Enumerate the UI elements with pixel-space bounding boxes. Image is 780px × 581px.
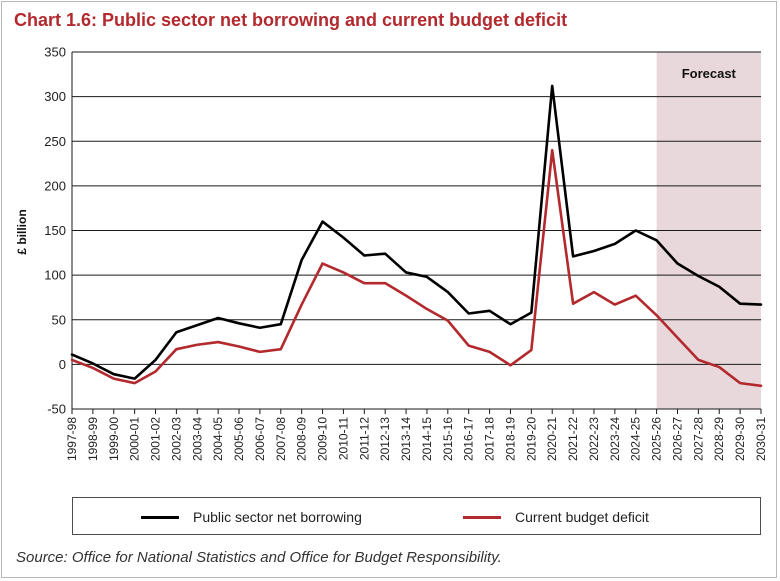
x-tick-label: 2025-26 bbox=[650, 417, 664, 461]
x-tick-label: 2020-21 bbox=[545, 417, 559, 461]
x-tick-label: 2029-30 bbox=[733, 417, 747, 461]
x-tick-label: 2000-01 bbox=[128, 417, 142, 461]
x-tick-label: 2028-29 bbox=[712, 417, 726, 461]
x-tick-label: 2004-05 bbox=[211, 417, 225, 461]
y-tick-label: 300 bbox=[44, 89, 66, 104]
x-tick-label: 2005-06 bbox=[232, 417, 246, 461]
legend: Public sector net borrowing Current budg… bbox=[72, 497, 761, 535]
x-tick-label: 1997-98 bbox=[65, 417, 79, 461]
x-tick-label: 2009-10 bbox=[316, 417, 330, 461]
legend-label-cbd: Current budget deficit bbox=[515, 509, 649, 525]
x-tick-label: 2024-25 bbox=[629, 417, 643, 461]
x-tick-label: 2021-22 bbox=[566, 417, 580, 461]
x-tick-label: 2014-15 bbox=[420, 417, 434, 461]
x-tick-label: 2018-19 bbox=[503, 417, 517, 461]
chart-title: Chart 1.6: Public sector net borrowing a… bbox=[14, 10, 568, 30]
x-tick-label: 2026-27 bbox=[670, 417, 684, 461]
x-tick-label: 2002-03 bbox=[169, 417, 183, 461]
y-tick-label: 200 bbox=[44, 178, 66, 193]
y-axis-label: £ billion bbox=[15, 209, 29, 254]
series-line-psnb bbox=[70, 84, 763, 380]
x-tick-label: 2003-04 bbox=[190, 417, 204, 461]
x-tick-label: 2006-07 bbox=[253, 417, 267, 461]
x-tick-label: 2022-23 bbox=[587, 417, 601, 461]
x-tick-label: 1998-99 bbox=[86, 417, 100, 461]
x-tick-label: 2007-08 bbox=[274, 417, 288, 461]
y-tick-label: 150 bbox=[44, 223, 66, 238]
x-tick-label: 2008-09 bbox=[295, 417, 309, 461]
x-tick-label: 2027-28 bbox=[691, 417, 705, 461]
y-tick-label: -50 bbox=[47, 402, 66, 417]
legend-label-psnb: Public sector net borrowing bbox=[193, 509, 362, 525]
legend-swatch-psnb bbox=[141, 515, 179, 519]
source-note: Source: Office for National Statistics a… bbox=[16, 549, 502, 566]
line-chart: Forecast -50 0 50 100 150 200 250 300 350 1997-98 1… bbox=[15, 45, 768, 462]
x-tick-label: 2012-13 bbox=[378, 417, 392, 461]
x-tick-label: 2013-14 bbox=[399, 417, 413, 461]
x-tick-label: 2023-24 bbox=[608, 417, 622, 461]
x-tick-label: 2010-11 bbox=[336, 417, 350, 460]
x-tick-label: 2019-20 bbox=[524, 417, 538, 461]
legend-item-cbd: Current budget deficit bbox=[463, 508, 649, 526]
y-tick-label: 0 bbox=[59, 357, 66, 372]
legend-item-psnb: Public sector net borrowing bbox=[141, 508, 362, 526]
legend-swatch-cbd bbox=[463, 515, 501, 519]
series-line-cbd bbox=[70, 148, 763, 388]
y-tick-label: 100 bbox=[44, 268, 66, 283]
x-tick-label: 2016-17 bbox=[462, 417, 476, 461]
x-tick-label: 2030-31 bbox=[754, 417, 768, 461]
x-tick-label: 1999-00 bbox=[107, 417, 121, 461]
x-tick-label: 2011-12 bbox=[357, 417, 371, 460]
y-tick-label: 250 bbox=[44, 134, 66, 149]
x-tick-label: 2015-16 bbox=[441, 417, 455, 461]
y-tick-label: 350 bbox=[44, 45, 66, 60]
forecast-label: Forecast bbox=[682, 66, 737, 81]
y-tick-label: 50 bbox=[52, 312, 66, 327]
x-tick-label: 2017-18 bbox=[483, 417, 497, 461]
x-tick-label: 2001-02 bbox=[149, 417, 163, 461]
